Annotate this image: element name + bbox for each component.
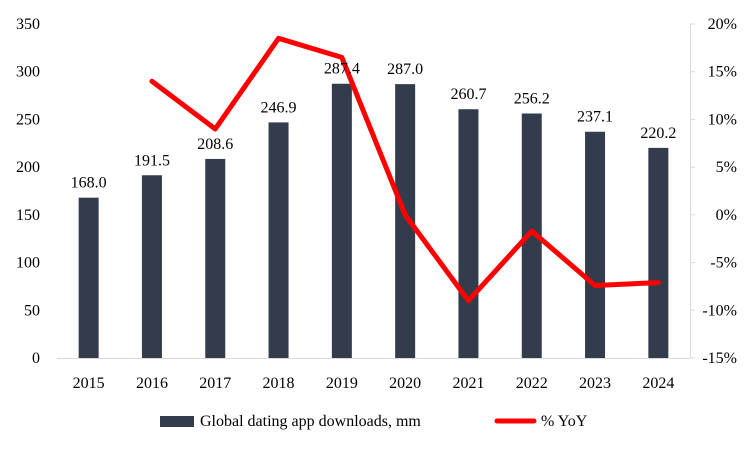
right-tick-label: 5% [716,159,737,176]
data-label: 191.5 [134,152,170,169]
axes-layer: 0 50 100 150 200 250 300 350 -15% -10% -5% 0% 5% 10% 1… [16,16,737,392]
bar-2016 [141,175,162,358]
x-tick-label: 2024 [642,375,674,392]
left-tick-label: 200 [16,159,40,176]
x-tick-label: 2016 [136,375,168,392]
x-tick-label: 2017 [199,375,231,392]
right-tick-label: -15% [702,350,737,367]
bar-2018 [268,122,289,358]
right-tick-label: 20% [708,16,737,33]
bar-2017 [205,158,226,358]
data-label: 256.2 [514,91,550,108]
x-tick-label: 2021 [452,375,484,392]
x-tick-label: 2020 [389,375,421,392]
right-tick-label: 15% [708,64,737,81]
data-label: 260.7 [450,86,486,103]
left-tick-label: 0 [32,350,40,367]
x-tick-label: 2023 [579,375,611,392]
data-label: 220.2 [640,125,676,142]
left-tick-label: 250 [16,111,40,128]
legend-swatch-bars [160,416,194,427]
x-tick-label: 2015 [73,375,105,392]
data-label: 246.9 [261,99,297,116]
bar-2023 [585,131,606,358]
left-tick-label: 50 [24,302,40,319]
left-tick-label: 100 [16,255,40,272]
data-label: 287.4 [324,61,360,78]
line-layer [149,35,661,304]
data-label: 237.1 [577,109,613,126]
left-tick-label: 300 [16,64,40,81]
data-label-layer: 168.0 191.5 208.6 246.9 287.4 287.0 260.7 256.2… [71,61,677,192]
x-tick-label: 2019 [326,375,358,392]
data-label: 287.0 [387,61,423,78]
data-label: 208.6 [197,136,233,153]
left-tick-label: 150 [16,207,40,224]
left-tick-label: 350 [16,16,40,33]
legend-label-bars: Global dating app downloads, mm [200,413,421,430]
x-tick-label: 2018 [263,375,295,392]
right-tick-label: 0% [716,207,737,224]
bar-2020 [395,84,416,359]
data-label: 168.0 [71,175,107,192]
x-tick-label: 2022 [516,375,548,392]
right-tick-label: -5% [710,255,737,272]
legend: Global dating app downloads, mm % YoY [160,413,588,430]
legend-label-line: % YoY [541,413,588,430]
right-tick-label: -10% [702,302,737,319]
bar-2021 [458,109,479,358]
bar-2022 [521,113,542,359]
bar-2024 [648,147,669,358]
right-tick-label: 10% [708,111,737,128]
bar-2015 [78,197,99,358]
bar-2019 [331,83,352,359]
